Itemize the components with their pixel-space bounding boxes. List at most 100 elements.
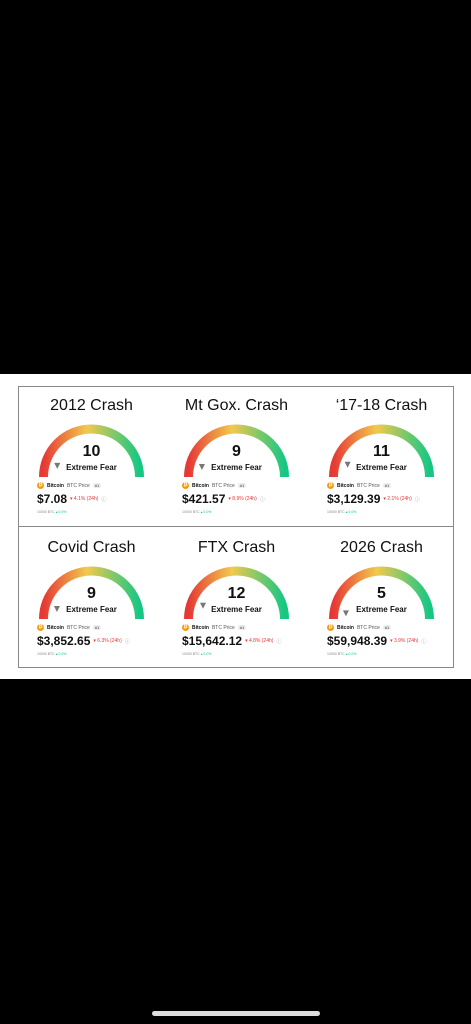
info-icon: ⓘ [414, 496, 420, 503]
sub-change: ▴ 0.0% [200, 510, 212, 514]
rank-badge: #1 [382, 483, 392, 488]
coin-name: Bitcoin [192, 624, 209, 631]
coin-symbol-label: BTC Price [356, 482, 380, 489]
coin-name: Bitcoin [337, 482, 354, 489]
gauge-label: Extreme Fear [66, 463, 117, 472]
sub-row: 10000 BTC ▴ 0.0% [37, 510, 66, 514]
coin-row: ₿ Bitcoin BTC Price #1 [327, 624, 392, 631]
coin-row: ₿ Bitcoin BTC Price #1 [37, 624, 102, 631]
sub-change: ▴ 0.0% [345, 510, 357, 514]
gauge-arc [184, 566, 289, 620]
sub-change: ▴ 0.0% [55, 652, 67, 656]
price-row: $59,948.39 ▾ 3.9% (24h) ⓘ [327, 634, 426, 648]
crash-card: Covid Crash 9 Extreme Fear ₿ Bitcoin BTC… [19, 529, 164, 669]
gauge-arc [329, 566, 434, 620]
card-title: Mt Gox. Crash [184, 397, 289, 414]
sub-amount: 10000 BTC [182, 510, 200, 514]
fear-greed-gauge [329, 424, 434, 478]
gauge-label: Extreme Fear [356, 605, 407, 614]
sub-amount: 10000 BTC [37, 510, 55, 514]
info-icon: ⓘ [259, 496, 265, 503]
bitcoin-icon: ₿ [327, 624, 334, 631]
gauge-value: 10 [82, 443, 101, 460]
btc-price: $7.08 [37, 492, 68, 506]
gauge-label: Extreme Fear [356, 463, 407, 472]
crash-card: 2012 Crash 10 Extreme Fear ₿ Bitcoin BTC… [19, 387, 164, 527]
bitcoin-icon: ₿ [182, 482, 189, 489]
gauge-label: Extreme Fear [211, 463, 262, 472]
gauge-arc [184, 424, 289, 478]
card-title: Covid Crash [47, 539, 136, 556]
coin-name: Bitcoin [47, 624, 64, 631]
price-change: ▾ 2.1% (24h) [383, 496, 412, 502]
sub-amount: 10000 BTC [327, 652, 345, 656]
home-indicator[interactable] [152, 1011, 320, 1016]
coin-symbol-label: BTC Price [211, 482, 235, 489]
sub-amount: 10000 BTC [182, 652, 200, 656]
crash-card: 2026 Crash 5 Extreme Fear ₿ Bitcoin BTC … [309, 529, 454, 669]
card-title: 2012 Crash [50, 397, 133, 414]
sub-row: 10000 BTC ▴ 0.0% [327, 652, 356, 656]
price-change: ▾ 4.8% (24h) [245, 638, 274, 644]
card-title: FTX Crash [197, 539, 276, 556]
gauge-arc [329, 424, 434, 478]
gauge-value: 5 [377, 585, 386, 602]
card-title: 2026 Crash [340, 539, 423, 556]
btc-price: $3,852.65 [37, 634, 91, 648]
gauge-value: 12 [227, 585, 246, 602]
rank-badge: #1 [92, 483, 102, 488]
coin-name: Bitcoin [192, 482, 209, 489]
coin-name: Bitcoin [337, 624, 354, 631]
price-row: $7.08 ▾ 4.1% (24h) ⓘ [37, 492, 106, 506]
gauge-arc [39, 566, 144, 620]
gauge-value: 9 [87, 585, 96, 602]
btc-price: $421.57 [182, 492, 226, 506]
sub-change: ▴ 0.0% [200, 652, 212, 656]
btc-price: $59,948.39 [327, 634, 388, 648]
gauge-label: Extreme Fear [211, 605, 262, 614]
fear-greed-gauge [329, 566, 434, 620]
price-change: ▾ 6.3% (24h) [93, 638, 122, 644]
btc-price: $15,642.12 [182, 634, 243, 648]
gauge-pointer-icon [200, 602, 207, 609]
fear-greed-gauge [39, 424, 144, 478]
info-icon: ⓘ [421, 638, 427, 645]
card-title: ‘17-18 Crash [335, 397, 428, 414]
price-row: $15,642.12 ▾ 4.8% (24h) ⓘ [182, 634, 281, 648]
info-icon: ⓘ [124, 638, 130, 645]
sub-row: 10000 BTC ▴ 0.0% [327, 510, 356, 514]
info-icon: ⓘ [101, 496, 107, 503]
coin-row: ₿ Bitcoin BTC Price #1 [182, 482, 247, 489]
rank-badge: #1 [382, 625, 392, 630]
coin-symbol-label: BTC Price [66, 624, 90, 631]
rank-badge: #1 [237, 483, 247, 488]
sub-change: ▴ 0.0% [55, 510, 67, 514]
sub-amount: 10000 BTC [37, 652, 55, 656]
sub-change: ▴ 0.0% [345, 652, 357, 656]
btc-price: $3,129.39 [327, 492, 381, 506]
gauge-pointer-icon [344, 461, 351, 468]
price-row: $3,852.65 ▾ 6.3% (24h) ⓘ [37, 634, 130, 648]
fear-greed-gauge [184, 424, 289, 478]
gauge-pointer-icon [342, 610, 349, 617]
price-change: ▾ 8.9% (24h) [228, 496, 257, 502]
bitcoin-icon: ₿ [37, 482, 44, 489]
gauge-pointer-icon [198, 463, 205, 470]
crash-comparison-grid: 2012 Crash 10 Extreme Fear ₿ Bitcoin BTC… [18, 386, 454, 668]
price-row: $421.57 ▾ 8.9% (24h) ⓘ [182, 492, 265, 506]
fear-greed-gauge [184, 566, 289, 620]
fear-greed-gauge [39, 566, 144, 620]
coin-row: ₿ Bitcoin BTC Price #1 [37, 482, 102, 489]
gauge-pointer-icon [54, 462, 61, 469]
info-icon: ⓘ [276, 638, 282, 645]
price-change: ▾ 4.1% (24h) [70, 496, 99, 502]
sub-row: 10000 BTC ▴ 0.0% [37, 652, 66, 656]
crash-card: FTX Crash 12 Extreme Fear ₿ Bitcoin BTC … [164, 529, 309, 669]
coin-symbol-label: BTC Price [211, 624, 235, 631]
price-change: ▾ 3.9% (24h) [390, 638, 419, 644]
coin-symbol-label: BTC Price [356, 624, 380, 631]
sub-amount: 10000 BTC [327, 510, 345, 514]
bitcoin-icon: ₿ [327, 482, 334, 489]
price-row: $3,129.39 ▾ 2.1% (24h) ⓘ [327, 492, 420, 506]
bitcoin-icon: ₿ [37, 624, 44, 631]
